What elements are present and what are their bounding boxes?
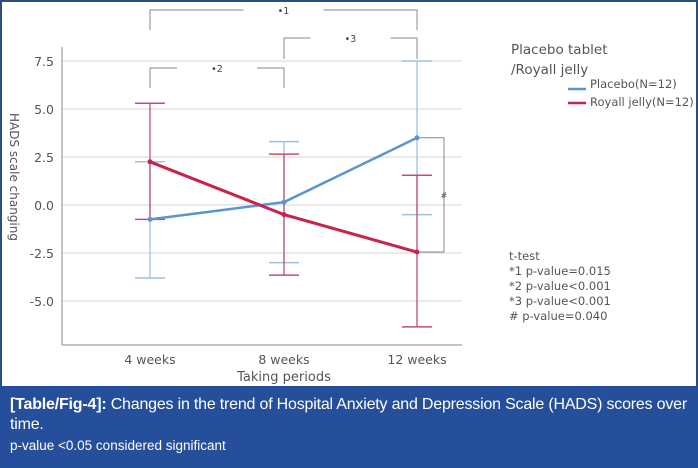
bracket-3-right — [390, 37, 418, 59]
data-point — [147, 216, 153, 222]
x-tick-label: 12 weeks — [387, 352, 446, 367]
caption-note: p-value <0.05 considered significant — [10, 438, 226, 453]
x-tick-label: 4 weeks — [124, 352, 175, 367]
p-value-2: *2 p-value<0.001 — [509, 279, 611, 293]
bracket-2-right — [257, 67, 285, 88]
data-point — [414, 249, 420, 255]
p-value-1: *1 p-value=0.015 — [509, 264, 611, 278]
p-value-3: *3 p-value<0.001 — [509, 294, 611, 308]
figure-frame: •1 •3 •2 # HADS scale changing Taking perio… — [0, 0, 698, 388]
legend-title-line2: /Royall jelly — [511, 62, 588, 78]
y-tick-label: -5.0 — [30, 294, 54, 309]
legend-title-line1: Placebo tablet — [511, 42, 608, 58]
y-tick-label: 0.0 — [34, 198, 54, 213]
bracket-hash — [417, 137, 445, 253]
t-test-title: t-test — [509, 249, 540, 263]
bracket-2-left — [149, 67, 177, 88]
bracket-1-label: •1 — [278, 6, 290, 17]
legend-entry-royal-jelly: Royall jelly(N=12) — [590, 95, 694, 109]
y-tick-label: 2.5 — [34, 150, 54, 165]
bracket-1-left — [149, 9, 244, 30]
legend-entry-placebo: Placebo(N=12) — [590, 77, 677, 91]
figure-caption: [Table/Fig-4]: Changes in the trend of H… — [0, 386, 698, 468]
data-point — [414, 135, 420, 141]
data-point — [147, 159, 153, 165]
caption-text: Changes in the trend of Hospital Anxiety… — [10, 396, 688, 433]
y-tick-label: -2.5 — [30, 246, 54, 261]
x-axis-label: Taking periods — [236, 370, 331, 385]
data-point — [281, 212, 287, 218]
y-axis-label: HADS scale changing — [7, 113, 21, 241]
caption-label: [Table/Fig-4]: — [10, 396, 107, 413]
bracket-3-left — [283, 37, 311, 59]
bracket-hash-label: # — [441, 191, 448, 200]
x-tick-label: 8 weeks — [258, 352, 309, 367]
data-point — [281, 199, 287, 205]
p-value-hash: # p-value=0.040 — [509, 309, 607, 323]
y-tick-label: 5.0 — [34, 102, 54, 117]
bracket-3-label: •3 — [345, 34, 357, 45]
chart: •1 •3 •2 # HADS scale changing Taking perio… — [7, 6, 694, 385]
y-tick-label: 7.5 — [34, 54, 54, 69]
bracket-2-label: •2 — [211, 64, 223, 75]
bracket-1-right — [323, 9, 418, 30]
